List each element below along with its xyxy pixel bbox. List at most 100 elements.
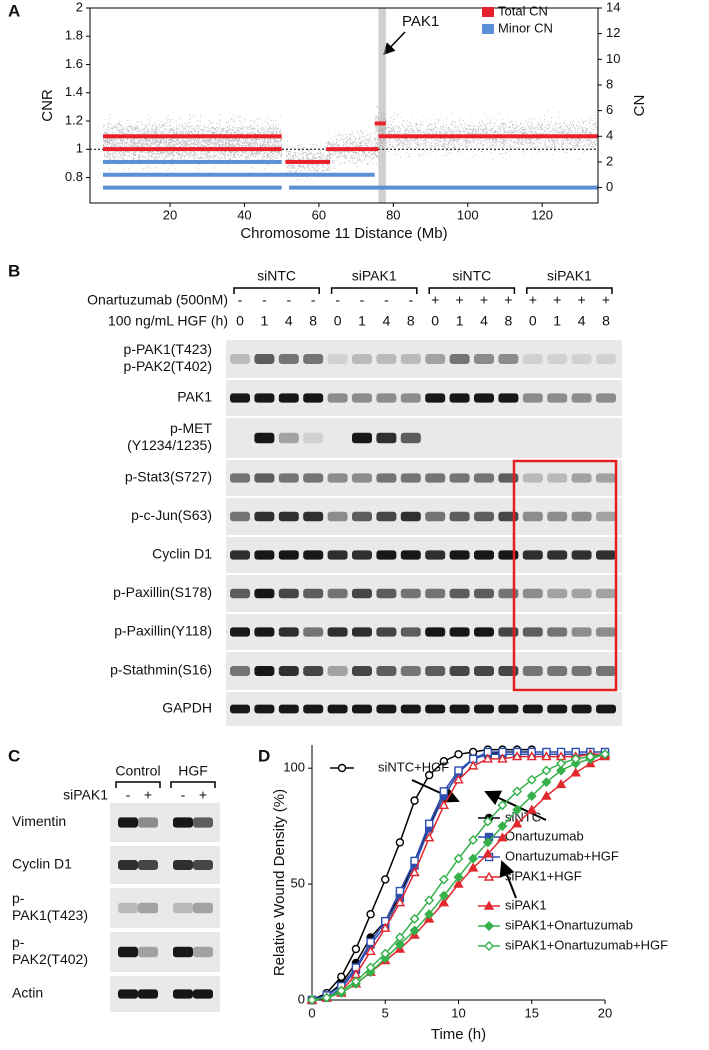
blot-label: Vimentin <box>12 813 66 829</box>
blot-band <box>474 588 494 599</box>
blot-band <box>474 704 494 714</box>
blot-band <box>327 511 348 522</box>
cn-segment <box>103 134 282 139</box>
blot-band <box>376 473 397 483</box>
blot-band <box>522 393 543 403</box>
legend-label: siPAK1+Onartuzumab <box>505 917 633 932</box>
blot-band <box>425 704 446 714</box>
marker <box>484 921 494 931</box>
cn-segment <box>285 159 331 164</box>
blot-band <box>352 473 372 483</box>
treatment-value: 0 <box>236 313 244 329</box>
blot-band <box>571 393 592 403</box>
marker <box>556 758 567 769</box>
marker <box>380 922 391 932</box>
blot-band <box>571 627 592 637</box>
blot-band <box>596 627 616 637</box>
blot-band <box>352 511 372 522</box>
treatment-value: 4 <box>285 313 293 329</box>
marker <box>453 774 464 784</box>
blot-band <box>522 511 543 522</box>
marker <box>394 932 405 943</box>
marker <box>453 853 464 864</box>
blot-band <box>571 666 592 676</box>
blot-band <box>425 473 446 483</box>
marker <box>454 750 463 759</box>
blot-band <box>596 666 616 676</box>
arrow <box>499 860 517 899</box>
blot-band <box>376 354 397 364</box>
treatment-value: + <box>553 292 561 308</box>
legend-swatch <box>482 7 494 17</box>
blot-band <box>254 432 275 444</box>
group-label: siNTC <box>257 268 296 284</box>
y-tick-label: 0 <box>298 991 305 1006</box>
marker <box>526 804 537 814</box>
blot-band <box>547 511 568 522</box>
blot-band <box>254 704 275 714</box>
blot-band <box>474 354 494 364</box>
blot-label: p-MET <box>170 420 212 436</box>
arrow <box>411 779 460 803</box>
marker <box>497 753 508 763</box>
blot-band <box>230 666 250 676</box>
blot-label: PAK2(T402) <box>12 951 88 967</box>
blot-band <box>547 704 568 714</box>
blot-band <box>254 627 275 637</box>
group-label: Control <box>115 763 160 779</box>
blot-band <box>118 989 138 999</box>
blot-band <box>376 704 397 714</box>
treatment-value: - <box>384 292 389 308</box>
marker <box>482 848 494 858</box>
blot-band <box>327 704 348 714</box>
group-bracket <box>330 287 418 294</box>
treatment-value: 0 <box>431 313 439 329</box>
blot-band <box>425 627 446 637</box>
blot-band <box>173 946 193 958</box>
blot-band <box>400 393 421 403</box>
blot-band <box>193 817 213 828</box>
cn-segment <box>103 185 282 190</box>
x-tick-label: 5 <box>382 1005 389 1020</box>
blot-band <box>138 946 158 958</box>
marker <box>526 774 537 785</box>
x-tick-label: 60 <box>312 207 326 222</box>
blot-band <box>303 550 324 560</box>
blot-band <box>449 511 470 522</box>
treatment-value: + <box>578 292 586 308</box>
marker <box>438 890 449 901</box>
treatment-value: 8 <box>602 313 610 329</box>
y2-tick-label: 4 <box>606 128 613 143</box>
legend-label: siPAK1+HGF <box>505 868 582 883</box>
blot-band <box>498 550 519 560</box>
marker <box>350 976 361 987</box>
blot-band <box>474 393 494 403</box>
treatment-value: - <box>126 787 131 803</box>
blot-band <box>400 666 421 676</box>
blot-band <box>352 393 372 403</box>
blot-band <box>303 511 324 522</box>
y2-tick-label: 8 <box>606 76 613 91</box>
legend-label: Total CN <box>498 3 548 18</box>
blot-band <box>596 473 616 483</box>
blot-band <box>376 393 397 403</box>
blot-band <box>522 473 543 483</box>
annotation: siNTC+HGF <box>378 759 449 774</box>
marker <box>351 944 361 954</box>
blot-band <box>278 550 299 560</box>
blot-band <box>327 393 348 403</box>
blot-band <box>571 704 592 714</box>
cn-segment <box>103 172 375 177</box>
treatment-value: 1 <box>553 313 561 329</box>
blot-band <box>230 704 250 714</box>
x-tick-label: 100 <box>457 207 479 222</box>
marker <box>468 853 479 864</box>
blot-band <box>400 588 421 599</box>
blot-band <box>400 432 421 444</box>
x-tick-label: 120 <box>531 207 553 222</box>
blot-band <box>193 860 213 870</box>
legend-label: Onartuzumab <box>505 828 584 843</box>
blot-label: p- <box>12 934 25 950</box>
treatment-value: + <box>602 292 610 308</box>
